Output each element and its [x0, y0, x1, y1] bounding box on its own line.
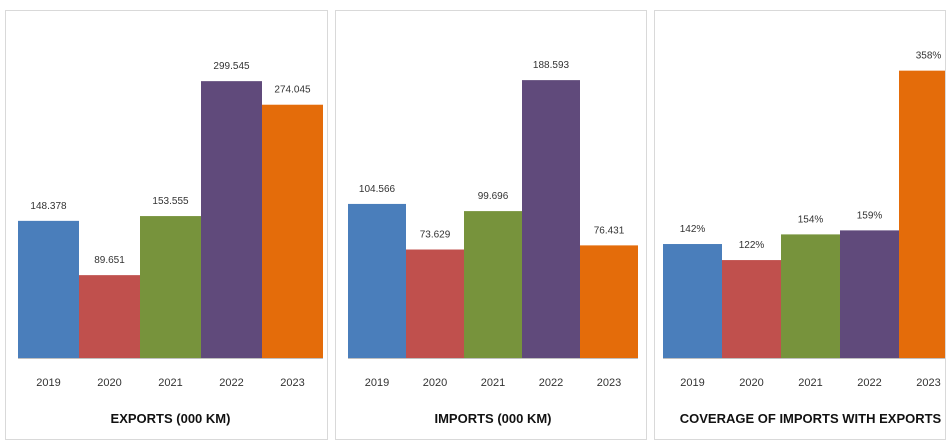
exports-bar-2021: [140, 216, 201, 358]
coverage-value-label: 122%: [739, 240, 765, 251]
imports-value-label: 104.566: [359, 184, 396, 195]
imports-tick-label: 2020: [423, 377, 447, 389]
imports-value-label: 73.629: [420, 230, 451, 241]
exports-chart-panel: 148.378 2019 89.651 2020 153.555 2021 299.545 2…: [5, 10, 328, 440]
imports-bar-2020: [406, 249, 464, 358]
exports-bar-2023: [262, 104, 323, 358]
coverage-value-label: 358%: [916, 51, 942, 62]
coverage-chart-title: COVERAGE OF IMPORTS WITH EXPORTS: [680, 411, 942, 426]
exports-tick-label: 2020: [97, 377, 121, 389]
coverage-bar-2023: [899, 70, 945, 358]
coverage-tick-label: 2019: [680, 377, 704, 389]
coverage-bar-2020: [722, 260, 781, 358]
exports-tick-label: 2023: [280, 377, 304, 389]
imports-value-label: 188.593: [533, 60, 570, 71]
imports-value-label: 76.431: [594, 225, 625, 236]
exports-tick-label: 2022: [219, 377, 243, 389]
imports-chart-title: IMPORTS (000 KM): [434, 411, 551, 426]
imports-tick-label: 2021: [481, 377, 505, 389]
coverage-value-label: 142%: [680, 224, 706, 235]
coverage-value-label: 154%: [798, 214, 824, 225]
exports-value-label: 274.045: [274, 85, 311, 96]
exports-tick-label: 2019: [36, 377, 60, 389]
imports-bar-2019: [348, 203, 406, 358]
imports-bar-2021: [464, 211, 522, 358]
exports-value-label: 153.555: [152, 196, 189, 207]
exports-value-label: 148.378: [30, 201, 67, 212]
imports-bar-2022: [522, 80, 580, 358]
coverage-value-label: 159%: [857, 210, 883, 221]
imports-tick-label: 2023: [597, 377, 621, 389]
coverage-tick-label: 2022: [857, 377, 881, 389]
imports-bar-2023: [580, 245, 638, 358]
imports-chart-panel: 104.566 2019 73.629 2020 99.696 2021 188.593 20…: [335, 10, 647, 440]
exports-tick-label: 2021: [158, 377, 182, 389]
coverage-tick-label: 2021: [798, 377, 822, 389]
imports-tick-label: 2019: [365, 377, 389, 389]
imports-tick-label: 2022: [539, 377, 563, 389]
exports-chart: 148.378 2019 89.651 2020 153.555 2021 299.545 2…: [18, 61, 323, 426]
coverage-bar-2022: [840, 230, 899, 358]
coverage-bar-2021: [781, 234, 840, 358]
coverage-tick-label: 2020: [739, 377, 763, 389]
exports-value-label: 89.651: [94, 255, 125, 266]
exports-bar-2020: [79, 275, 140, 358]
exports-bar-2022: [201, 81, 262, 359]
exports-bar-2019: [18, 220, 79, 358]
imports-chart: 104.566 2019 73.629 2020 99.696 2021 188.593 20…: [348, 60, 638, 426]
imports-value-label: 99.696: [478, 191, 509, 202]
coverage-chart-panel: 142% 2019 122% 2020 154% 2021 159% 2022 358% 2023…: [654, 10, 946, 440]
coverage-chart: 142% 2019 122% 2020 154% 2021 159% 2022 358% 2023…: [663, 51, 945, 426]
exports-value-label: 299.545: [213, 61, 250, 72]
coverage-tick-label: 2023: [916, 377, 940, 389]
coverage-bar-2019: [663, 244, 722, 358]
exports-chart-title: EXPORTS (000 KM): [111, 411, 231, 426]
